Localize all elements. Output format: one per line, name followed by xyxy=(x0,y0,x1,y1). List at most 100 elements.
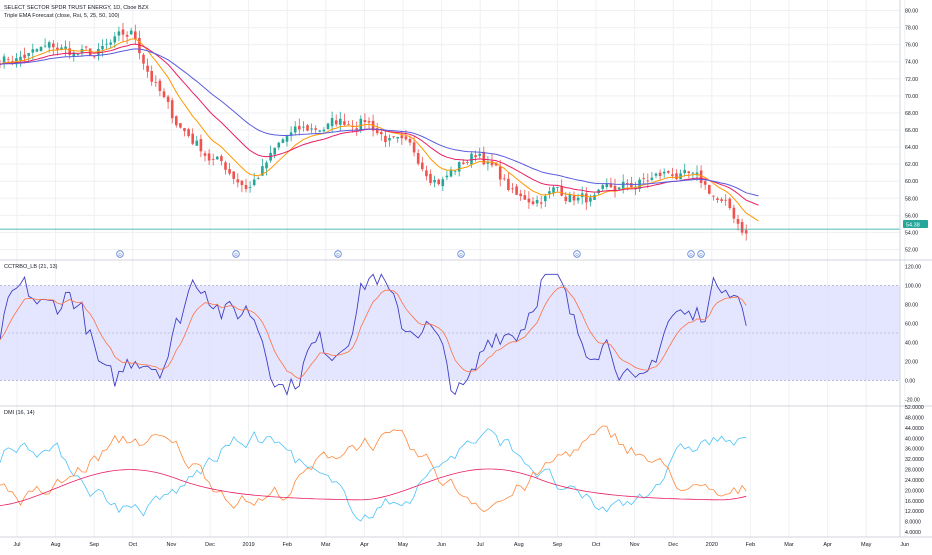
candle-body xyxy=(564,196,568,202)
candle-body xyxy=(482,151,486,165)
candle-body xyxy=(207,153,211,161)
candle-body xyxy=(494,162,498,166)
event-marker: D xyxy=(573,250,581,258)
candle-body xyxy=(347,124,350,125)
grid-layer xyxy=(0,0,906,537)
candle-body xyxy=(654,173,658,176)
price-axis-tick-label: 70.00 xyxy=(905,94,918,100)
candle-body xyxy=(445,175,449,178)
time-axis-tick-label: May xyxy=(398,542,409,548)
candle-body xyxy=(544,196,547,202)
candle-body xyxy=(630,182,633,188)
event-marker-circle xyxy=(334,250,342,258)
candle-body xyxy=(236,179,240,183)
candle-body xyxy=(576,197,580,201)
candle-body xyxy=(535,199,539,204)
candle-body xyxy=(515,186,518,195)
candle-body xyxy=(683,169,686,174)
candle-body xyxy=(416,153,420,164)
candle-body xyxy=(187,129,190,136)
oscillator-axis-tick-label: 80.00 xyxy=(905,303,918,309)
dmi-axis-tick-label: 16.0000 xyxy=(905,499,924,505)
candle-body xyxy=(511,188,514,190)
ema-slow-line xyxy=(0,48,759,197)
candle-body xyxy=(146,65,149,72)
candle-body xyxy=(470,153,473,165)
candle-body xyxy=(388,138,391,141)
dmi-axis-tick-label: 40.0000 xyxy=(905,436,924,442)
candle-body xyxy=(339,118,342,125)
candle-body xyxy=(425,170,428,177)
candle-body xyxy=(478,153,481,156)
candle-body xyxy=(134,31,137,40)
candle-body xyxy=(609,183,613,188)
candle-body xyxy=(384,135,387,143)
candle-body xyxy=(203,153,207,156)
price-axis-tick-label: 68.00 xyxy=(905,111,918,117)
candle-body xyxy=(507,178,510,190)
candle-body xyxy=(252,179,256,186)
candle-body xyxy=(392,136,395,138)
candle-body xyxy=(437,179,440,185)
time-axis-tick-label: 2019 xyxy=(242,542,254,548)
event-marker-label: D xyxy=(118,252,122,257)
candle-body xyxy=(421,162,424,170)
dmi-axis-tick-label: 28.0000 xyxy=(905,468,924,474)
candle-body xyxy=(736,219,740,224)
candle-body xyxy=(154,82,158,83)
candle-body xyxy=(306,125,309,131)
candle-body xyxy=(626,183,629,185)
candle-body xyxy=(257,177,260,179)
candle-body xyxy=(708,184,711,194)
candle-body xyxy=(367,121,371,123)
candle-body xyxy=(109,42,112,45)
oscillator-axis-tick-label: 120.00 xyxy=(905,265,921,271)
time-axis-tick-label: Jul xyxy=(477,542,484,548)
candle-body xyxy=(175,116,178,126)
price-axis-tick-label: 66.00 xyxy=(905,128,918,134)
time-axis-tick-label: Nov xyxy=(167,542,177,548)
event-marker-circle xyxy=(457,250,465,258)
candle-body xyxy=(216,156,219,160)
time-axis-tick-label: Sep xyxy=(89,542,99,548)
oscillator-pane[interactable] xyxy=(0,273,900,396)
candle-body xyxy=(121,29,125,35)
event-marker-circle xyxy=(687,250,695,258)
candle-body xyxy=(679,173,682,180)
dmi-pane[interactable] xyxy=(0,425,747,522)
dmi-axis-tick-label: 12.0000 xyxy=(905,509,924,515)
oscillator-axis-tick-label: 0.00 xyxy=(905,378,915,384)
candle-body xyxy=(158,80,162,91)
event-marker-label: D xyxy=(336,252,340,257)
candle-body xyxy=(138,37,141,54)
candle-body xyxy=(658,172,662,177)
event-marker-circle xyxy=(697,250,705,258)
candle-body xyxy=(277,142,281,148)
candle-body xyxy=(318,130,322,132)
dmi-axis-tick-label: 32.0000 xyxy=(905,457,924,463)
candle-body xyxy=(486,161,490,164)
event-marker-label: D xyxy=(459,252,463,257)
price-axis-tick-label: 64.00 xyxy=(905,145,918,151)
candle-body xyxy=(88,48,92,56)
time-axis-tick-label: Mar xyxy=(321,542,331,548)
candle-body xyxy=(453,170,457,172)
time-axis-tick-label: Aug xyxy=(51,542,61,548)
candle-body xyxy=(359,118,363,131)
candle-body xyxy=(605,184,609,188)
event-marker: D xyxy=(116,250,124,258)
candle-body xyxy=(355,128,358,130)
dmi-plus-line xyxy=(0,428,747,522)
candle-body xyxy=(2,56,6,63)
candle-body xyxy=(744,230,748,234)
candle-body xyxy=(43,45,47,47)
oscillator-axis-tick-label: -20.00 xyxy=(905,397,920,403)
candle-body xyxy=(572,194,576,201)
price-axis-tick-label: 58.00 xyxy=(905,196,918,202)
candle-body xyxy=(560,185,563,196)
event-marker-label: D xyxy=(234,252,238,257)
price-axis-tick-label: 74.00 xyxy=(905,60,918,66)
candle-body xyxy=(224,162,227,170)
